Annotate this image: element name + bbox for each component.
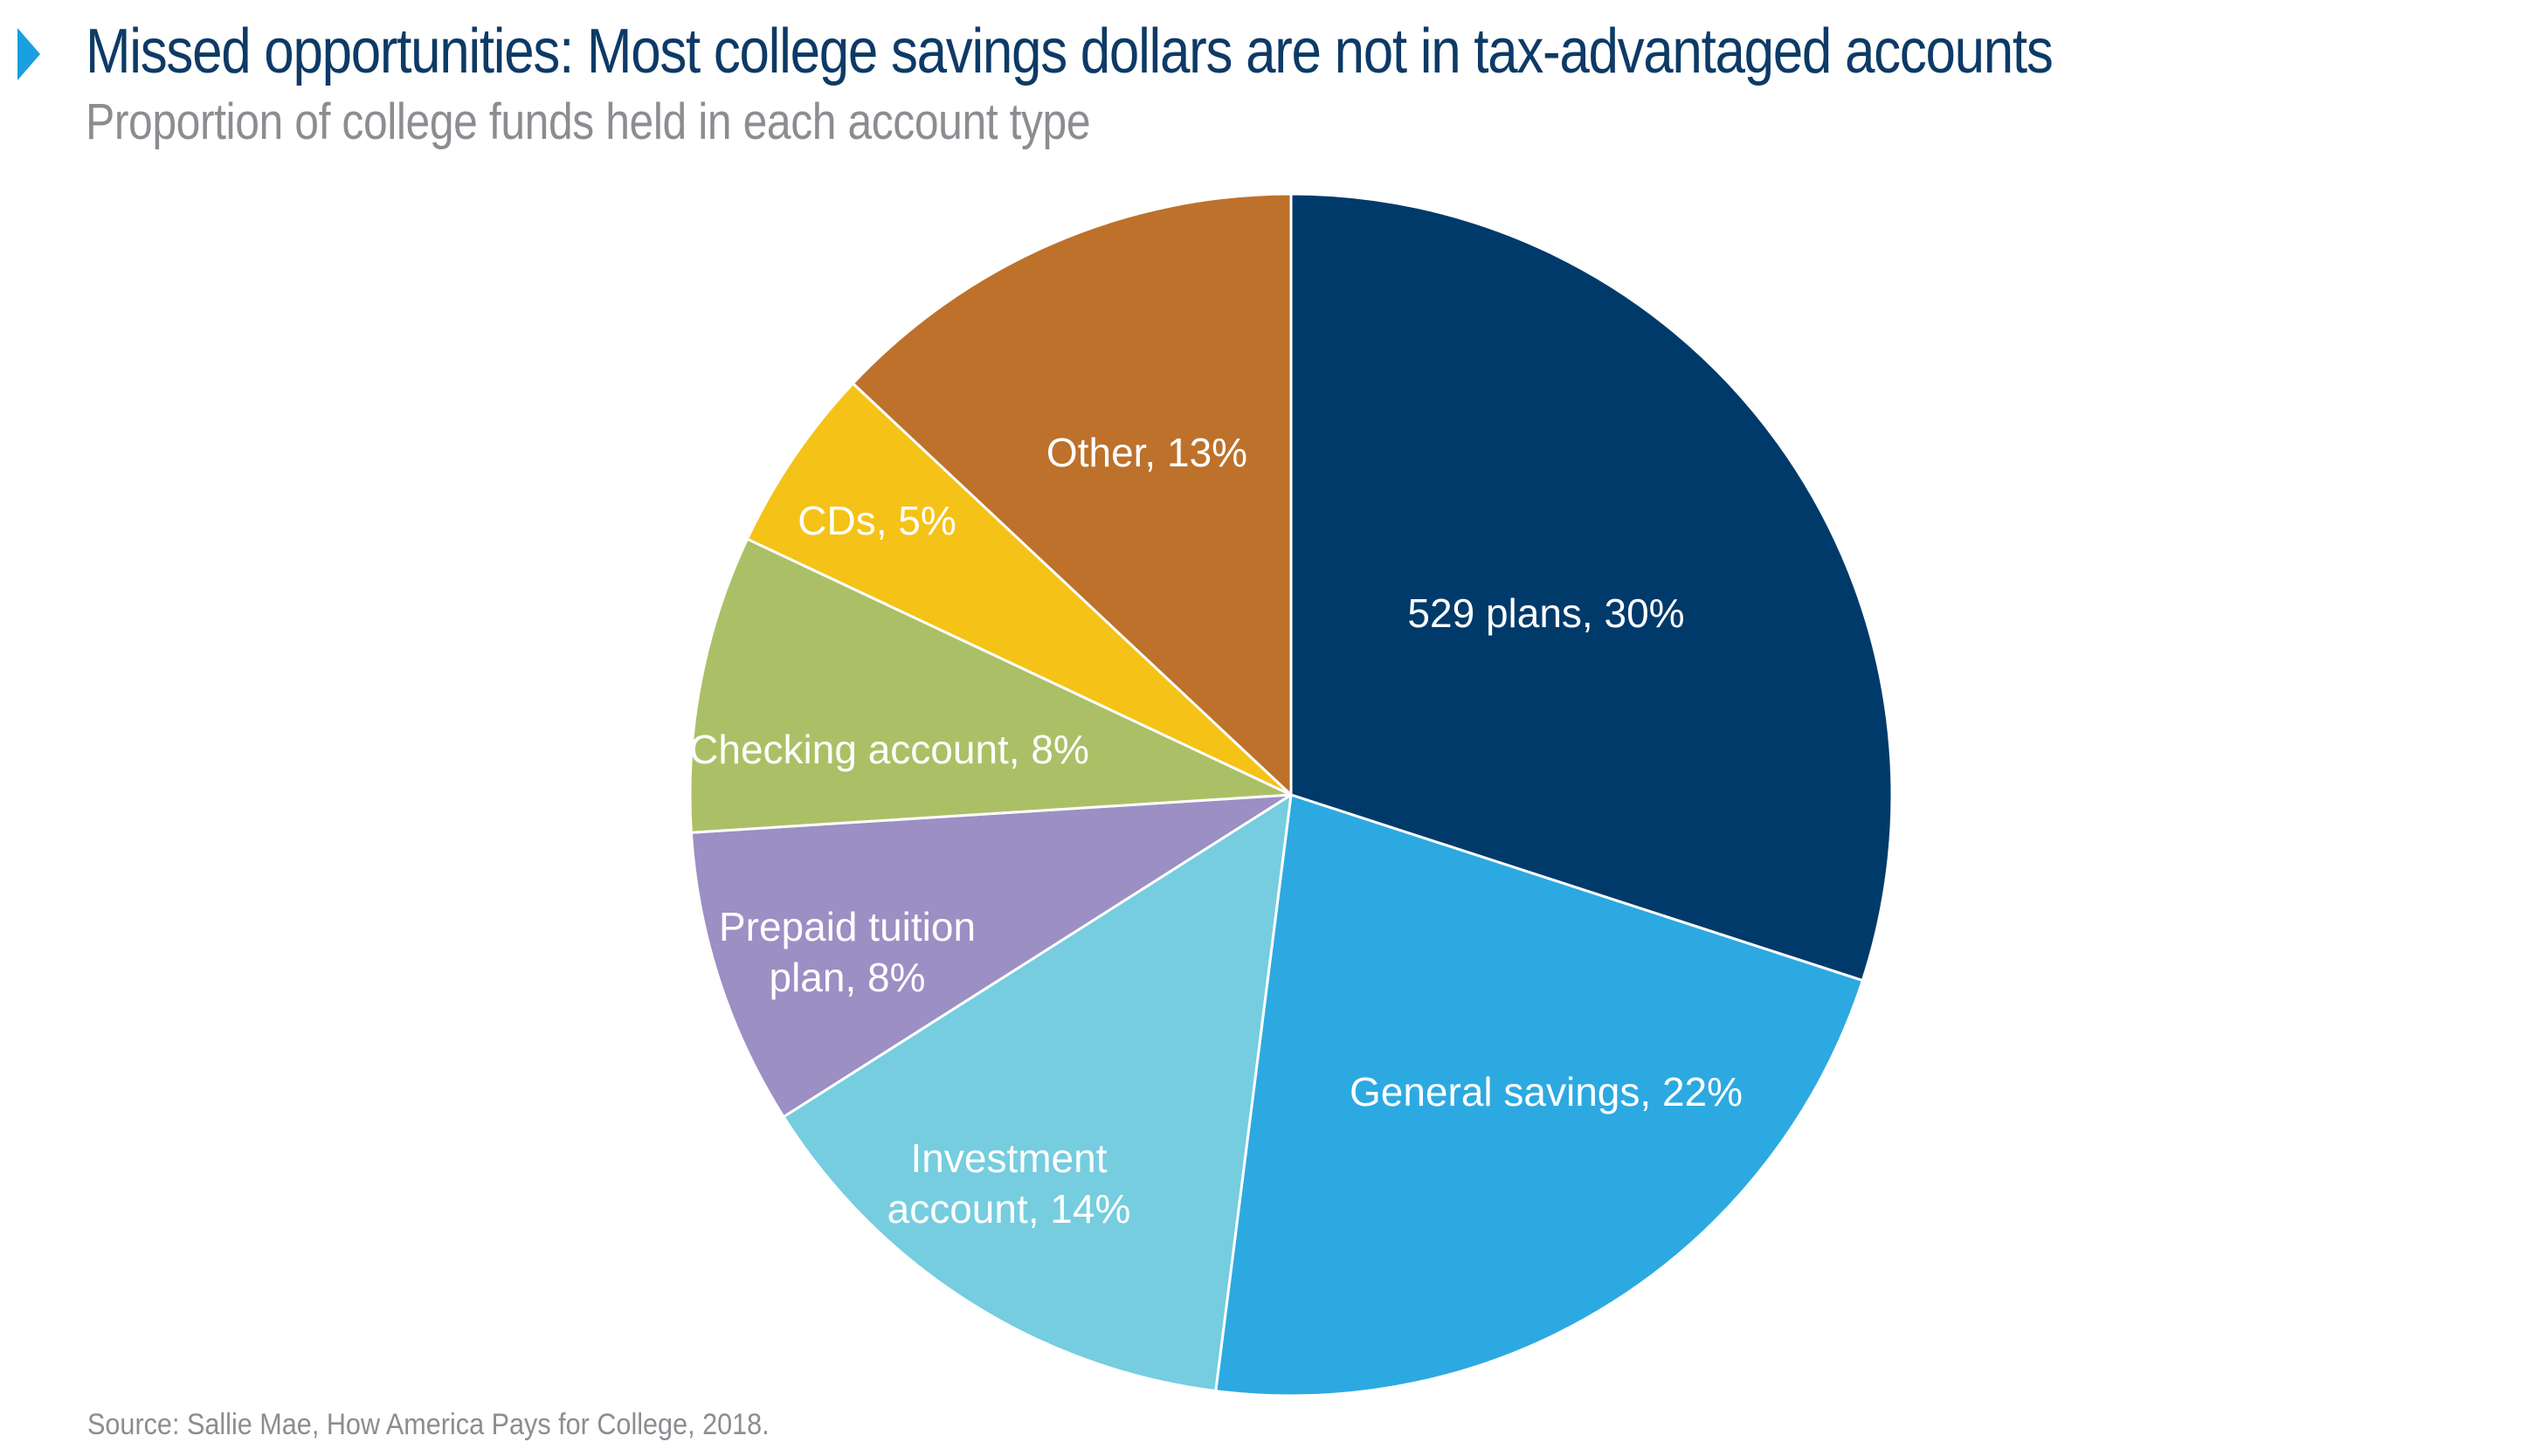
slice-label-1-line-1: 529 plans, 30% (1407, 590, 1684, 636)
slice-label-7: Other, 13% (1046, 430, 1247, 475)
title-row: Missed opportunities: Most college savin… (17, 16, 2533, 87)
slice-label-3-line-1: Investment (911, 1135, 1108, 1181)
slice-label-4: Prepaid tuition plan, 8% (719, 904, 976, 1000)
triangle-marker-icon (17, 28, 40, 80)
slice-label-3: Investment account, 14% (887, 1135, 1131, 1232)
slice-label-5-line-1: Checking account, 8% (689, 727, 1089, 772)
pie-slice-6 (745, 382, 1293, 797)
slice-label-1: 529 plans, 30% (1407, 590, 1684, 636)
pie-slice-7 (851, 192, 1293, 797)
slice-label-6-line-1: CDs, 5% (798, 498, 956, 543)
pie-slice-5 (688, 537, 1293, 834)
slice-label-5: Checking account, 8% (689, 727, 1089, 772)
slice-label-4-line-1: Prepaid tuition (719, 904, 976, 949)
slice-label-3-line-2: account, 14% (887, 1186, 1131, 1232)
pie-slice-4 (689, 793, 1293, 1119)
slice-label-6: CDs, 5% (798, 498, 956, 543)
source-note: Source: Sallie Mae, How America Pays for… (87, 1408, 770, 1441)
chart-title: Missed opportunities: Most college savin… (86, 17, 2054, 86)
slice-label-2: General savings, 22% (1350, 1069, 1743, 1114)
pie-slice-3 (782, 793, 1293, 1393)
pie-slice-2 (1214, 793, 1864, 1397)
slice-label-4-line-2: plan, 8% (769, 955, 925, 1000)
pie-slice-1 (1289, 192, 1894, 983)
slice-label-7-line-1: Other, 13% (1046, 430, 1247, 475)
slice-label-2-line-1: General savings, 22% (1350, 1069, 1743, 1114)
chart-subtitle: Proportion of college funds held in each… (86, 93, 1091, 150)
chart-header: Missed opportunities: Most college savin… (17, 16, 2533, 151)
